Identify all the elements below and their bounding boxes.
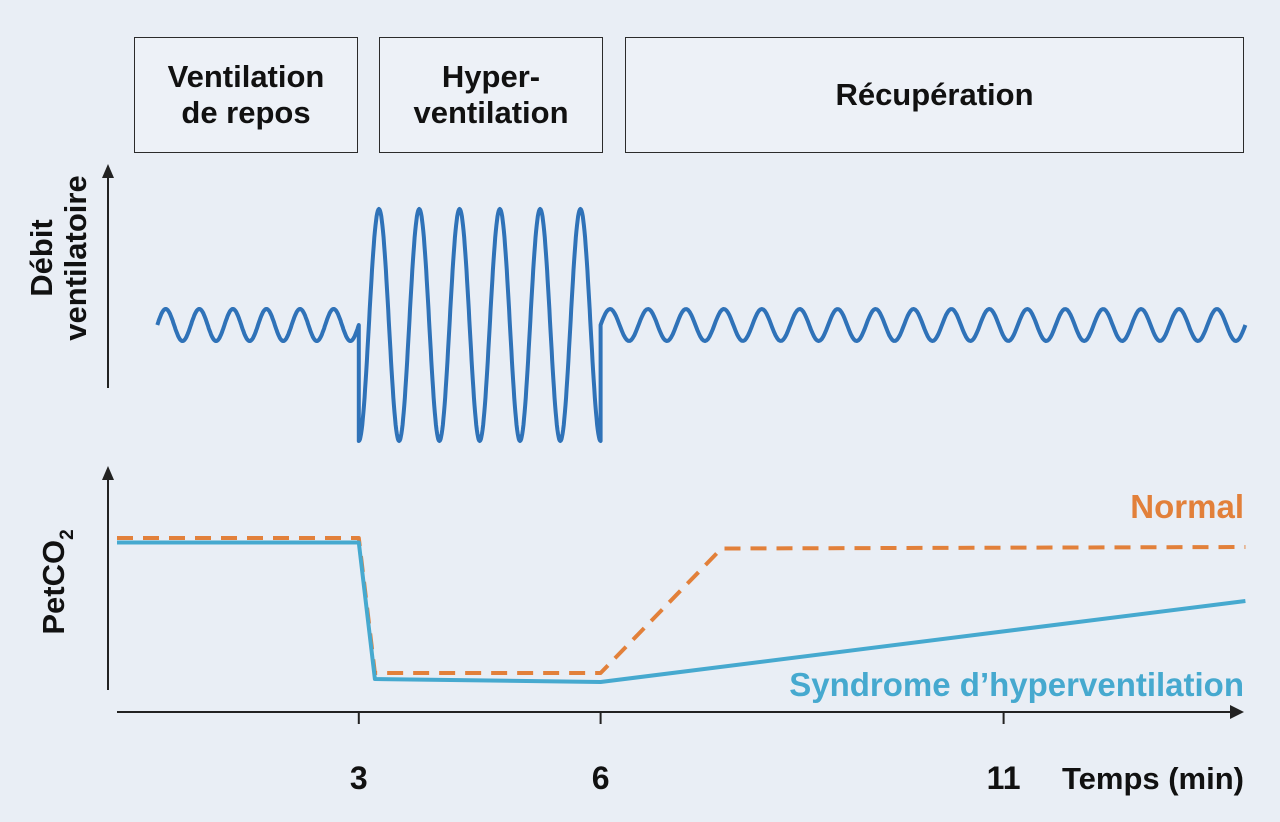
flow-y-arrow-icon <box>102 164 114 178</box>
labels: Débitventilatoire PetCO2 Normal Syndrome d’… <box>24 175 1244 703</box>
petco2-plot <box>117 536 1246 684</box>
x-axis-label: Temps (min) <box>1062 761 1244 796</box>
phase-label-rest: Ventilation de repos <box>134 37 358 153</box>
normal-series-label: Normal <box>1130 488 1244 525</box>
normal-series-line <box>117 536 1246 675</box>
petco2-y-arrow-icon <box>102 466 114 480</box>
flow-y-label: Débitventilatoire <box>24 175 93 340</box>
x-tick-label: 6 <box>592 760 610 796</box>
x-axis-arrow-icon <box>1230 705 1244 719</box>
axes: 3 6 11 Temps (min) <box>102 164 1244 796</box>
syndrome-series-line <box>117 540 1246 684</box>
flow-plot <box>155 207 1248 443</box>
phase-label-hyperventilation: Hyper- ventilation <box>379 37 603 153</box>
petco2-y-label: PetCO2 <box>36 529 78 634</box>
syndrome-series-label: Syndrome d’hyperventilation <box>789 666 1244 703</box>
x-tick-label: 3 <box>350 760 368 796</box>
flow-line <box>155 207 1248 443</box>
phase-label-recovery: Récupération <box>625 37 1244 153</box>
x-tick-label: 11 <box>987 760 1021 796</box>
